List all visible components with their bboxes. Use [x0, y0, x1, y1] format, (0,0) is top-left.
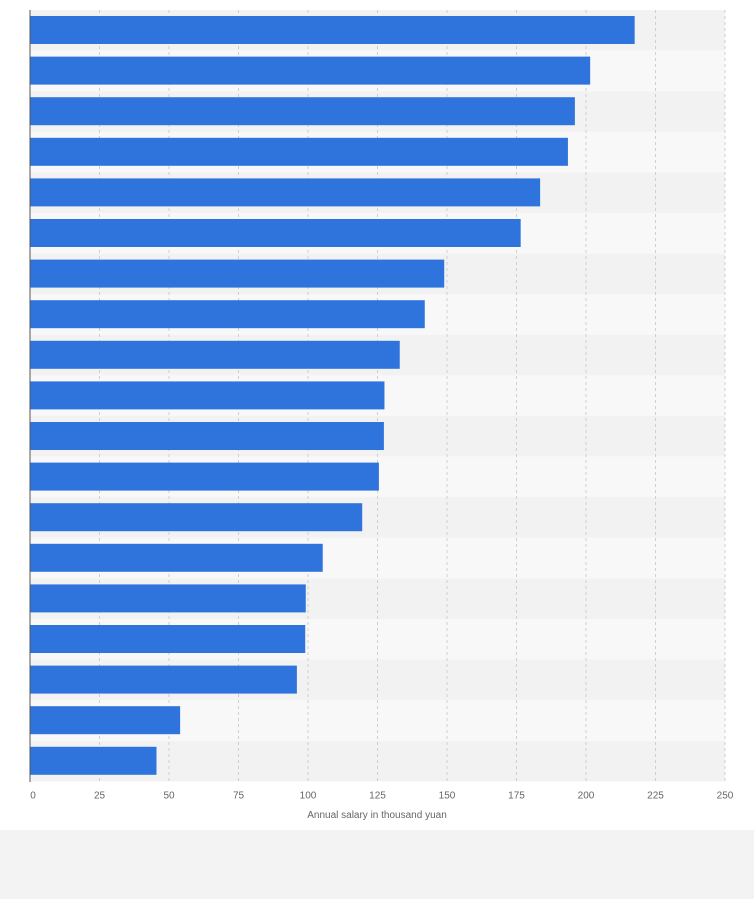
bar[interactable]	[30, 178, 541, 207]
bar-chart: 0 25 50 75 100 125 150 175 200 225 250 Annual sala…	[0, 0, 754, 830]
bar[interactable]	[30, 584, 306, 613]
x-tick-label: 150	[439, 790, 456, 801]
bars	[30, 16, 635, 775]
bar[interactable]	[30, 97, 575, 126]
bar[interactable]	[30, 219, 521, 247]
bar[interactable]	[30, 381, 385, 410]
bar[interactable]	[30, 340, 400, 369]
bar[interactable]	[30, 16, 635, 44]
bar[interactable]	[30, 746, 157, 775]
x-tick-label: 100	[300, 790, 317, 801]
bar[interactable]	[30, 300, 425, 329]
x-tick-label: 125	[369, 790, 386, 801]
bar[interactable]	[30, 462, 379, 491]
bar[interactable]	[30, 543, 323, 572]
x-tick-label: 200	[578, 790, 595, 801]
chart-footer	[0, 830, 754, 899]
bar[interactable]	[30, 137, 568, 166]
x-tick-label: 25	[94, 790, 106, 801]
bar[interactable]	[30, 259, 445, 288]
bar[interactable]	[30, 56, 591, 85]
x-tick-label: 0	[30, 790, 36, 801]
x-tick-label: 50	[163, 790, 175, 801]
bar[interactable]	[30, 665, 297, 694]
bar[interactable]	[30, 422, 384, 450]
x-axis-title: Annual salary in thousand yuan	[307, 810, 447, 821]
x-tick-label: 225	[647, 790, 664, 801]
x-tick-label: 75	[233, 790, 245, 801]
bar[interactable]	[30, 503, 363, 532]
x-tick-label: 175	[508, 790, 525, 801]
x-tick-label: 250	[717, 790, 734, 801]
bar[interactable]	[30, 625, 306, 653]
bar[interactable]	[30, 706, 181, 735]
x-tick-labels: 0 25 50 75 100 125 150 175 200 225 250	[30, 790, 734, 801]
